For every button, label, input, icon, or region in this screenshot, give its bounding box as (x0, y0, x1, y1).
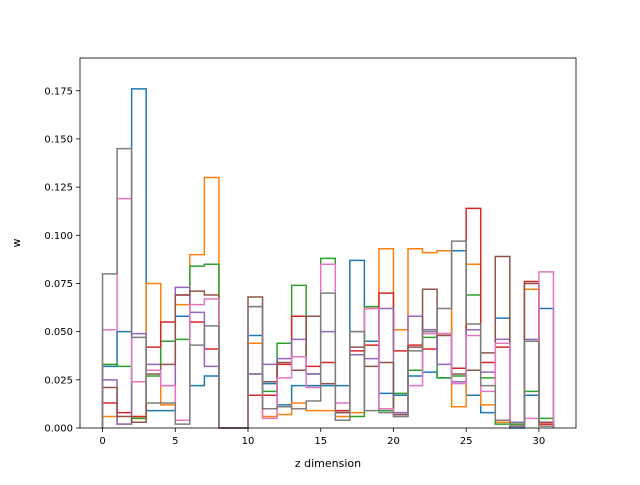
x-tick-label: 10 (242, 436, 255, 447)
y-tick-label: 0.000 (44, 424, 73, 435)
series-8-step-line (101, 147, 555, 429)
y-tick-label: 0.025 (44, 375, 73, 386)
series-layer (101, 88, 555, 429)
x-tick-label: 30 (533, 436, 546, 447)
x-axis: 0 5 10 15 20 25 30 (99, 428, 545, 447)
y-axis-label: w (10, 239, 23, 248)
y-tick-label: 0.100 (44, 231, 73, 242)
x-tick-label: 20 (387, 436, 400, 447)
y-tick-label: 0.175 (44, 86, 73, 97)
x-axis-label: z dimension (295, 457, 361, 470)
y-tick-label: 0.150 (44, 134, 73, 145)
y-axis: 0.000 0.025 0.050 0.075 0.100 0.125 0.150 0.175 (44, 86, 80, 435)
y-tick-label: 0.050 (44, 327, 73, 338)
x-tick-label: 5 (172, 436, 178, 447)
y-tick-label: 0.075 (44, 279, 73, 290)
x-tick-label: 15 (314, 436, 327, 447)
plot-frame (79, 57, 577, 429)
x-tick-label: 25 (460, 436, 473, 447)
y-tick-label: 0.125 (44, 183, 73, 194)
x-tick-label: 0 (99, 436, 105, 447)
